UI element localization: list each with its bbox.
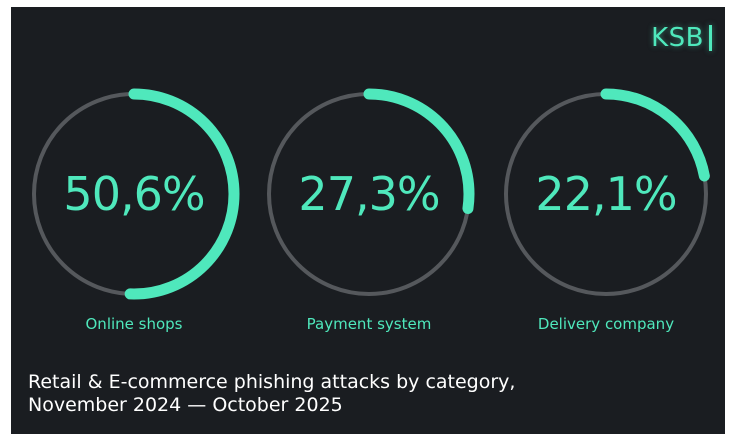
donut-gauges: 50,6% Online shops 27,3% Payment system 22,1… <box>11 7 725 347</box>
infographic-panel: KSB 50,6% Online shops 27,3% Payment system… <box>11 7 725 434</box>
gauge-ring-svg <box>263 88 475 300</box>
gauge-category-label: Delivery company <box>537 315 675 333</box>
gauge-arc <box>28 88 240 300</box>
logo-cursor-bar <box>709 25 712 51</box>
gauge-delivery-company: 22,1% Delivery company <box>500 88 712 333</box>
gauge-value-label: 27,3% <box>298 167 440 221</box>
gauge-category-label: Payment system <box>306 315 432 333</box>
chart-caption: Retail & E-commerce phishing attacks by … <box>28 371 708 417</box>
ksb-logo: KSB <box>651 21 712 55</box>
gauge-ring-svg <box>500 88 712 300</box>
gauge-value-label: 22,1% <box>535 167 677 221</box>
gauge-arc <box>263 88 475 300</box>
chart-title: Retail & E-commerce phishing attacks by … <box>28 371 516 393</box>
gauge-online-shops: 50,6% Online shops <box>28 88 240 333</box>
gauge-category-label: Online shops <box>85 315 183 333</box>
gauge-arc <box>500 88 712 300</box>
gauge-value-label: 50,6% <box>63 167 205 221</box>
chart-subtitle: November 2024 — October 2025 <box>28 394 343 416</box>
gauge-payment-system: 27,3% Payment system <box>263 88 475 333</box>
gauge-ring-svg <box>28 88 240 300</box>
logo-text: KSB <box>651 23 704 53</box>
